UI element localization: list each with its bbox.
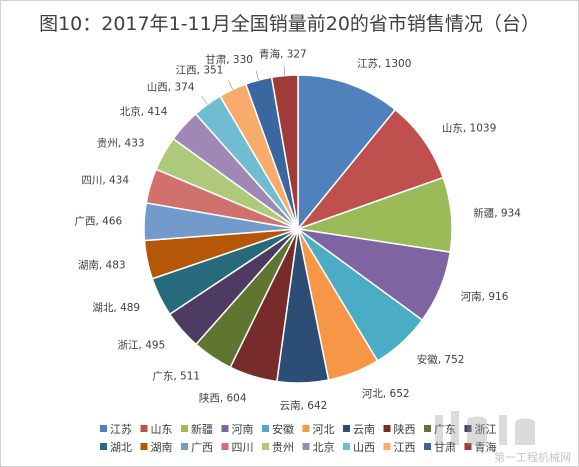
data-label-10: 浙江, 495 [118,340,166,352]
pie-slices [143,74,453,384]
legend-label-7: 云南 [353,423,375,436]
data-labels: 江苏, 1300 山东, 1039 新疆, 934 河南, 916 安徽, 752 河北,… [74,48,521,412]
legend-label-18: 江西 [394,441,416,454]
legend: 江苏 山东 新疆 河南 安徽 河北 云南 陕西 广东 浙江湖北 湖南 广西 四川 贵州 北京 山西 江西 甘肃 青海 [100,422,497,454]
legend-label-11: 湖北 [110,441,132,454]
legend-swatch-3 [181,425,188,432]
legend-swatch-5 [262,425,269,432]
data-label-19: 甘肃, 330 [205,53,253,66]
legend-label-16: 北京 [313,440,335,454]
legend-label-6: 河北 [313,423,335,436]
legend-label-14: 四川 [232,441,254,454]
data-label-7: 云南, 642 [280,399,328,412]
data-label-5: 安徽, 752 [417,353,465,366]
legend-swatch-8 [383,425,391,432]
data-label-20: 青海, 327 [259,48,307,61]
data-label-17: 山西, 374 [147,82,195,94]
pie-slice-2 [295,108,445,231]
legend-swatch-12 [140,443,148,450]
legend-swatch-16 [302,443,310,450]
legend-label-12: 湖南 [151,441,173,454]
data-label-14: 四川, 434 [81,175,129,187]
legend-swatch-13 [181,443,188,450]
data-label-6: 河北, 652 [362,388,410,400]
data-label-13: 广西, 466 [74,216,122,228]
watermark-text: 第一工程机械网 [494,451,571,464]
legend-label-2: 山东 [151,423,173,436]
legend-swatch-19 [424,443,431,450]
legend-swatch-6 [302,425,310,432]
legend-swatch-15 [262,443,269,450]
legend-label-17: 山西 [353,441,375,454]
leader-lines [201,65,286,105]
legend-label-4: 河南 [232,423,254,436]
legend-swatch-14 [221,443,229,450]
legend-swatch-2 [140,425,148,432]
legend-label-13: 广西 [191,441,213,454]
pie-slice-1 [297,74,397,232]
watermark-logo-icon [435,411,535,445]
leader-line-18 [228,80,234,90]
data-label-15: 贵州, 433 [97,137,145,150]
data-label-1: 江苏, 1300 [357,57,411,70]
legend-swatch-1 [100,425,107,432]
leader-line-20 [283,65,286,76]
data-label-11: 湖北, 489 [92,302,140,314]
legend-label-19: 甘肃 [434,441,456,454]
legend-swatch-18 [383,443,391,450]
legend-swatch-9 [424,425,431,432]
legend-label-9: 广东 [434,423,456,436]
data-label-3: 新疆, 934 [473,206,521,219]
data-label-9: 广东, 511 [152,369,200,382]
legend-label-10: 浙江 [475,423,497,436]
legend-label-3: 新疆 [191,422,213,436]
legend-swatch-20 [464,443,472,450]
legend-label-5: 安徽 [272,422,294,436]
legend-swatch-11 [100,443,107,450]
legend-label-20: 青海 [475,440,497,454]
legend-label-8: 陕西 [394,422,416,436]
leader-line-17 [201,96,208,105]
legend-swatch-4 [221,425,229,432]
data-label-16: 北京, 414 [120,105,168,118]
data-label-2: 山东, 1039 [442,122,496,135]
legend-label-1: 江苏 [110,423,132,436]
legend-swatch-17 [343,443,350,450]
data-label-4: 河南, 916 [461,290,509,303]
data-label-8: 陕西, 604 [199,391,247,404]
data-label-12: 湖南, 483 [78,258,126,271]
legend-swatch-7 [343,425,350,432]
legend-label-15: 贵州 [272,441,294,454]
chart-title: 图10：2017年1-11月全国销量前20的省市销售情况（台） [39,13,540,35]
legend-swatch-10 [464,425,472,432]
leader-line-19 [255,70,259,81]
data-label-18: 江西, 351 [176,65,224,77]
